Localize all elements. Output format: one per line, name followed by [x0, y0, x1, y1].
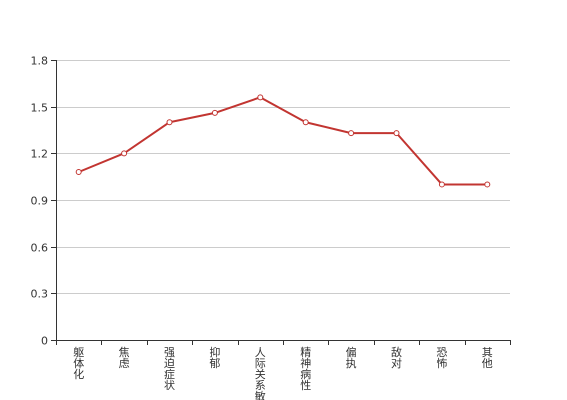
data-point[interactable]: [211, 109, 218, 116]
data-point[interactable]: [166, 119, 173, 126]
y-axis-tick-labels: 0 0.3 0.6 0.9 1.2 1.5 1.8: [31, 55, 49, 348]
series-points: [75, 94, 491, 188]
series-line: [77, 96, 489, 186]
y-tick-label: 0.3: [31, 288, 49, 301]
axes: [51, 60, 511, 345]
data-point[interactable]: [348, 130, 355, 137]
data-point[interactable]: [75, 169, 82, 175]
y-tick-label: 1.2: [31, 148, 49, 161]
x-tick-label: 恐怖: [436, 346, 447, 370]
data-point[interactable]: [302, 119, 309, 126]
data-point[interactable]: [121, 150, 128, 157]
x-tick-label: 强迫症状: [164, 346, 175, 392]
x-tick-label: 敌对: [391, 345, 402, 370]
x-tick-label: 焦虑: [119, 346, 130, 370]
y-tick-label: 0.6: [31, 242, 49, 255]
data-point[interactable]: [484, 181, 491, 188]
x-axis-tick-labels: 躯体化 焦虑 强迫症状 抑郁 人际关系敏感 精神病性 偏执 敌对 恐怖 其他: [73, 345, 493, 400]
data-point[interactable]: [393, 130, 400, 137]
y-tick-label: 1.8: [31, 55, 49, 68]
series-line-group: [77, 96, 489, 186]
x-tick-label: 其他: [482, 346, 493, 370]
x-tick-label: 精神病性: [300, 346, 311, 392]
x-tick-label: 躯体化: [73, 346, 84, 381]
grid-lines: [56, 60, 510, 294]
x-tick-label: 抑郁: [209, 345, 220, 370]
y-tick-label: 1.5: [31, 102, 49, 115]
data-point[interactable]: [438, 181, 445, 188]
y-tick-label: 0: [41, 335, 48, 348]
x-tick-label: 人际关系敏感: [255, 346, 266, 400]
x-tick-label: 偏执: [346, 345, 357, 370]
y-tick-label: 0.9: [31, 195, 49, 208]
data-point[interactable]: [257, 94, 264, 101]
